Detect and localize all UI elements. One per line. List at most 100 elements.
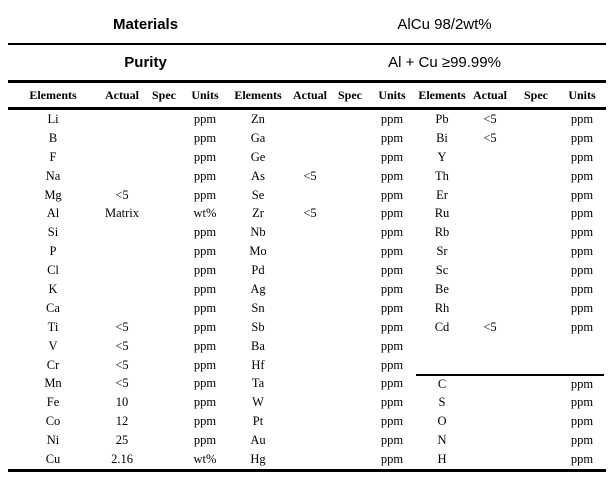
element-cell: Pd [251, 263, 265, 278]
units-cell: ppm [570, 111, 594, 126]
actual-cell [288, 223, 332, 242]
actual-cell [468, 431, 512, 450]
spec-cell [146, 186, 182, 205]
spec-cell [146, 110, 182, 129]
spec-cell [512, 356, 560, 375]
spec-cell [146, 261, 182, 280]
units-cell: ppm [380, 111, 404, 126]
actual-cell: <5 [115, 319, 129, 334]
column-header-element: Elements [234, 87, 282, 102]
spec-cell [332, 412, 368, 431]
spec-cell [512, 393, 560, 412]
element-cell: Ba [251, 338, 265, 353]
spec-cell [332, 318, 368, 337]
column-header-row: Elements Actual Spec Units Elements Actual Spe… [8, 83, 606, 110]
spec-cell [332, 242, 368, 261]
element-cell: Cl [47, 263, 59, 278]
units-cell: ppm [570, 225, 594, 240]
units-cell: ppm [193, 263, 217, 278]
actual-cell [288, 356, 332, 375]
actual-cell [288, 186, 332, 205]
element-cell: Sb [251, 319, 265, 334]
actual-cell [468, 280, 512, 299]
units-cell: ppm [193, 111, 217, 126]
element-cell: V [48, 338, 58, 353]
units-cell: ppm [570, 244, 594, 259]
column-header-units: Units [568, 87, 596, 102]
units-cell: ppm [560, 374, 604, 393]
actual-cell [468, 186, 512, 205]
column-header-element: Elements [418, 87, 466, 102]
actual-cell [98, 110, 146, 129]
element-cell: Zn [251, 111, 265, 126]
units-cell: ppm [193, 130, 217, 145]
spec-cell [512, 186, 560, 205]
element-cell: Ni [46, 433, 60, 448]
spec-cell [146, 412, 182, 431]
element-cell: Bi [436, 130, 448, 145]
spec-cell [512, 129, 560, 148]
element-cell: Y [437, 149, 447, 164]
spec-cell [332, 356, 368, 375]
units-cell: wt% [193, 206, 217, 221]
spec-cell [332, 450, 368, 469]
purity-value: Al + Cu ≥99.99% [388, 54, 501, 71]
actual-cell [468, 261, 512, 280]
actual-cell: <5 [303, 206, 317, 221]
spec-cell [512, 299, 560, 318]
spec-cell [512, 167, 560, 186]
spec-cell [146, 299, 182, 318]
units-cell: ppm [193, 376, 217, 391]
spec-cell [332, 431, 368, 450]
units-cell: ppm [193, 433, 217, 448]
units-cell: ppm [380, 281, 404, 296]
spec-cell [146, 337, 182, 356]
units-cell: ppm [570, 263, 594, 278]
actual-cell [468, 412, 512, 431]
element-cell: Er [436, 187, 448, 202]
element-cell: Cd [434, 319, 450, 334]
spec-cell [146, 167, 182, 186]
element-cell: Si [47, 225, 59, 240]
units-cell: ppm [570, 130, 594, 145]
spec-cell [332, 204, 368, 223]
materials-label: Materials [113, 16, 179, 33]
actual-cell: <5 [303, 168, 317, 183]
units-cell: ppm [193, 187, 217, 202]
units-cell: ppm [380, 149, 404, 164]
spec-cell [512, 110, 560, 129]
element-cell: Sn [251, 300, 265, 315]
actual-cell: <5 [115, 357, 129, 372]
units-cell: ppm [380, 300, 404, 315]
element-cell: Cu [45, 451, 61, 466]
element-cell: Ta [251, 376, 265, 391]
spec-cell [146, 431, 182, 450]
units-cell: ppm [193, 149, 217, 164]
spec-cell [512, 242, 560, 261]
element-cell: Au [250, 433, 266, 448]
element-cell: Hg [250, 451, 266, 466]
element-cell: Zr [252, 206, 264, 221]
element-cell: Al [46, 206, 60, 221]
element-cell: Hf [251, 357, 265, 372]
column-header-element: Elements [29, 87, 77, 102]
units-cell: ppm [570, 281, 594, 296]
actual-cell [468, 337, 512, 356]
actual-cell: <5 [115, 338, 129, 353]
element-cell: Ru [434, 206, 450, 221]
actual-cell [288, 450, 332, 469]
element-cell: C [416, 374, 468, 393]
spec-cell [146, 393, 182, 412]
element-cell: Li [47, 111, 59, 126]
units-cell: ppm [380, 414, 404, 429]
actual-cell [288, 412, 332, 431]
element-cell: Sr [436, 244, 448, 259]
actual-cell [288, 337, 332, 356]
actual-cell: <5 [483, 319, 497, 334]
units-cell: ppm [570, 433, 594, 448]
units-cell: wt% [193, 451, 217, 466]
spec-cell [332, 167, 368, 186]
column-header-spec: Spec [338, 87, 362, 102]
